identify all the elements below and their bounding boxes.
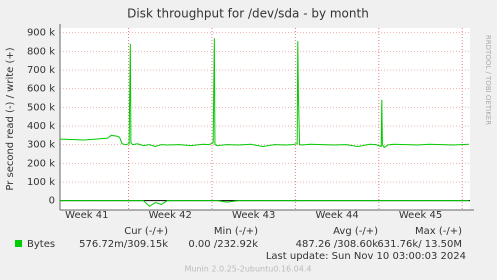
y-tick-label: 600 k xyxy=(27,84,55,95)
y-tick-label: 500 k xyxy=(27,102,55,113)
y-tick-label: 900 k xyxy=(27,28,55,39)
legend-header: Avg (-/+) xyxy=(333,226,378,237)
y-tick-label: 0 xyxy=(49,196,55,207)
x-tick-label: Week 41 xyxy=(65,210,108,221)
chart-title: Disk throughput for /dev/sda - by month xyxy=(127,7,369,21)
last-update: Last update: Sun Nov 10 03:00:03 2024 xyxy=(266,251,466,262)
legend-label: Bytes xyxy=(27,239,55,250)
series-line xyxy=(60,200,469,207)
y-tick-label: 200 k xyxy=(27,158,55,169)
legend-cell: 631.76k/ 13.50M xyxy=(377,239,462,250)
y-axis-label: Pr second read (-) / write (+) xyxy=(5,47,16,190)
legend-cell: 487.26 /308.60k xyxy=(296,239,379,250)
legend-header: Max (-/+) xyxy=(415,226,462,237)
y-tick-label: 300 k xyxy=(27,140,55,151)
y-tick-label: 800 k xyxy=(27,46,55,57)
legend-cell: 576.72m/309.15k xyxy=(79,239,168,250)
legend-header: Cur (-/+) xyxy=(124,226,168,237)
x-tick-label: Week 42 xyxy=(149,210,192,221)
footer: Munin 2.0.25-2ubuntu0.16.04.4 xyxy=(185,265,312,274)
side-text: RRDTOOL / TOBI OETIKER xyxy=(484,35,492,125)
series-line xyxy=(59,38,469,149)
plot-area xyxy=(60,28,470,210)
y-tick-label: 400 k xyxy=(27,121,55,132)
x-tick-label: Week 44 xyxy=(315,210,358,221)
legend-swatch xyxy=(15,240,22,247)
y-tick-label: 100 k xyxy=(27,177,55,188)
legend-header: Min (-/+) xyxy=(214,226,258,237)
x-tick-label: Week 43 xyxy=(232,210,275,221)
y-tick-label: 700 k xyxy=(27,65,55,76)
legend-cell: 0.00 /232.92k xyxy=(188,239,258,250)
x-tick-label: Week 45 xyxy=(399,210,442,221)
